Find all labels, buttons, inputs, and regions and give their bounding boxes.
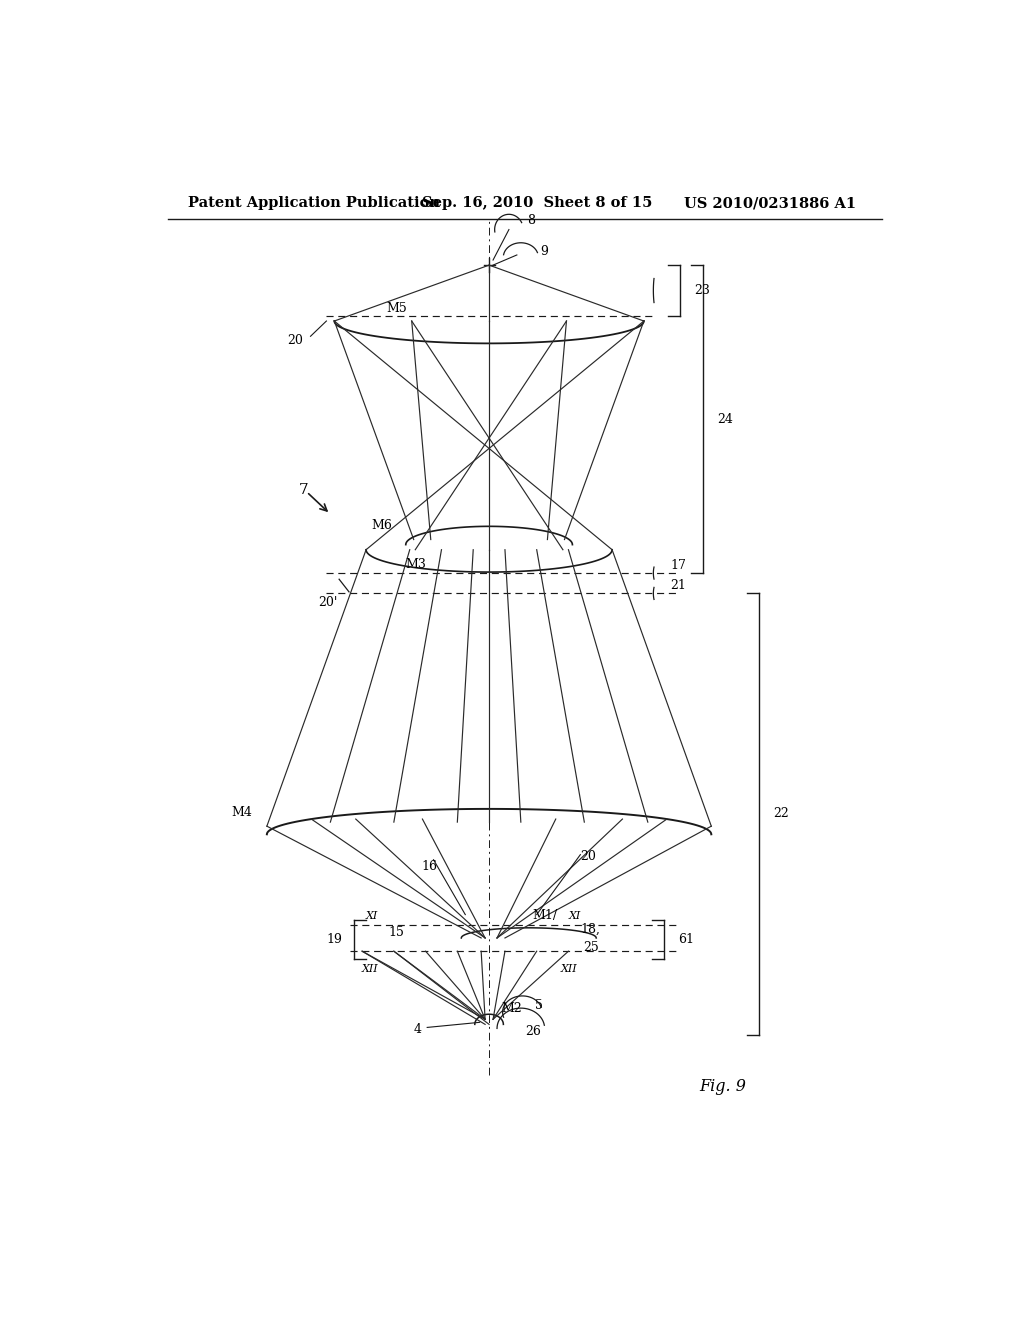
Text: 17: 17: [670, 560, 686, 572]
Text: 20: 20: [287, 334, 303, 347]
Text: XII: XII: [362, 964, 379, 974]
Text: US 2010/0231886 A1: US 2010/0231886 A1: [684, 195, 856, 210]
Text: M6: M6: [372, 519, 392, 532]
Text: 25: 25: [583, 941, 598, 954]
Text: M5: M5: [386, 302, 407, 315]
Text: 15: 15: [388, 925, 404, 939]
Text: 21: 21: [670, 579, 686, 593]
Text: 8: 8: [527, 214, 536, 227]
Text: M2: M2: [501, 1002, 522, 1015]
Text: 23: 23: [694, 284, 710, 297]
Text: Sep. 16, 2010  Sheet 8 of 15: Sep. 16, 2010 Sheet 8 of 15: [422, 195, 652, 210]
Text: Patent Application Publication: Patent Application Publication: [187, 195, 439, 210]
Text: 7: 7: [299, 483, 308, 496]
Text: 20': 20': [318, 595, 338, 609]
Text: 22: 22: [773, 808, 788, 821]
Text: 61: 61: [678, 933, 694, 946]
Text: 26: 26: [524, 1024, 541, 1038]
Text: XII: XII: [560, 964, 578, 974]
Text: M1/: M1/: [532, 908, 558, 921]
Text: 16: 16: [422, 859, 437, 873]
Text: M3: M3: [406, 558, 427, 572]
Text: 24: 24: [718, 413, 733, 425]
Text: 9: 9: [541, 246, 549, 257]
Text: 5: 5: [536, 999, 543, 1012]
Text: 18,: 18,: [581, 923, 600, 936]
Text: M4: M4: [231, 807, 252, 818]
Text: Fig. 9: Fig. 9: [699, 1078, 746, 1096]
Text: XI: XI: [367, 911, 378, 920]
Text: 20: 20: [581, 850, 596, 863]
Text: 4: 4: [414, 1023, 422, 1035]
Text: 19: 19: [327, 933, 342, 946]
Text: XI: XI: [568, 911, 581, 920]
